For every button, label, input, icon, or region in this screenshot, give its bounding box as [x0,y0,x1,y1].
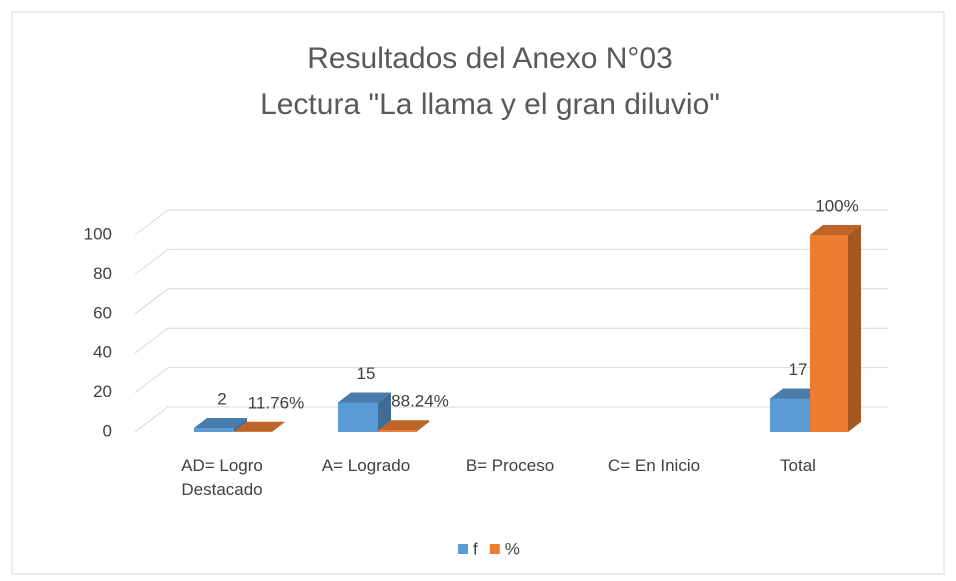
bar-side [378,392,391,432]
bar-side [416,420,429,432]
legend-swatch [489,544,500,554]
grid-line [134,327,888,354]
bar-side [848,225,861,432]
bar [194,418,247,432]
data-label: 88.24% [391,392,449,411]
grid-line [134,209,888,236]
bar-front [378,430,416,432]
grid-line [134,367,888,393]
x-tick-label: Total [780,456,816,475]
y-tick-label: 80 [93,264,112,283]
x-tick-label: C= En Inicio [607,456,701,475]
bar-top [194,418,247,429]
y-tick-label: 60 [93,303,112,322]
legend-swatch [458,544,468,554]
chart-border [11,11,945,575]
bar-side [272,421,285,432]
x-tick-label: A= Logrado [321,456,411,475]
data-label: 11.76% [248,393,304,412]
chart-subtitle: Lectura "La llama y el gran diluvio" [260,88,720,121]
bar [338,392,391,432]
data-label: 100% [815,196,858,215]
data-label: 17 [789,360,808,379]
bar-top [770,388,823,399]
chart-title: Resultados del Anexo N°03 [307,42,673,75]
grid-line [134,248,888,275]
y-tick-label: 40 [93,343,112,362]
y-tick-label: 0 [103,421,112,440]
grid-line [134,288,888,315]
bar-front [338,402,378,432]
bar-front [810,235,848,432]
x-tick-label: B= Proceso [465,456,555,475]
legend-label: f [473,539,478,558]
bar-top [378,420,429,431]
bar-front [194,428,234,432]
bar [810,225,861,432]
bar-side [234,418,247,432]
bar-top [338,392,391,403]
data-label: 2 [217,390,226,409]
legend-label: % [505,539,520,558]
y-tick-label: 100 [84,224,112,243]
y-tick-label: 20 [93,382,112,401]
bar [234,421,285,432]
data-label: 15 [357,364,376,383]
bar [378,420,429,432]
x-tick-label: AD= Logro Destacado [181,456,263,499]
bar-front [770,398,810,432]
grid-line [134,406,888,433]
bar-top [810,225,861,235]
bar-top [234,421,285,432]
